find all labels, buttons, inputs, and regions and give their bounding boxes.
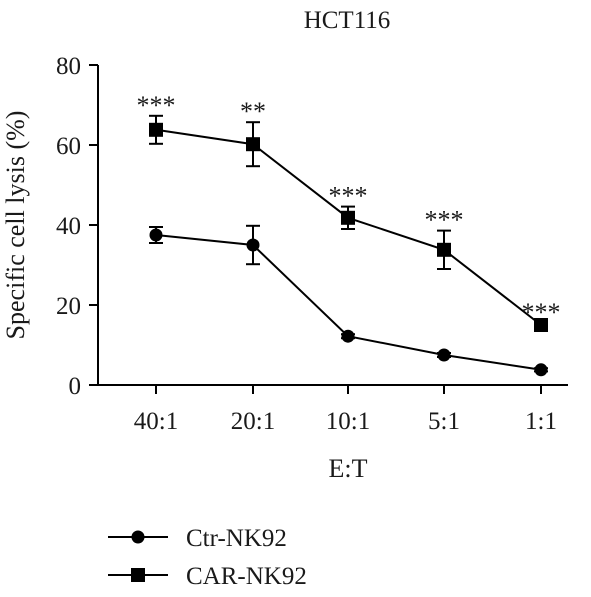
data-point-circle [534, 363, 548, 377]
data-point-square [534, 318, 548, 332]
x-tick-label: 1:1 [525, 408, 557, 435]
series-layer: *** *********** [137, 91, 561, 377]
x-tick-label: 20:1 [231, 408, 275, 435]
legend-item: CAR-NK92 [108, 563, 307, 590]
data-point-circle [149, 228, 163, 242]
x-axis: 40:1 20:1 10:1 5:1 1:1 [98, 384, 568, 435]
data-point-circle [437, 348, 451, 362]
legend-item: Ctr-NK92 [108, 525, 287, 552]
x-tick-label: 10:1 [326, 408, 370, 435]
y-axis-label: Specific cell lysis (%) [1, 111, 30, 340]
y-axis: 0 20 40 60 80 [56, 53, 99, 400]
significance-label: *** [425, 206, 464, 235]
data-point-square [437, 242, 451, 257]
significance-label: *** [329, 182, 368, 211]
x-axis-label: E:T [329, 454, 368, 483]
data-point-square [149, 122, 163, 137]
y-tick-label: 20 [56, 293, 81, 320]
x-tick-label: 5:1 [428, 408, 460, 435]
y-tick-label: 80 [56, 53, 81, 80]
y-tick-label: 0 [69, 373, 82, 400]
legend-marker-square [131, 568, 145, 582]
chart-title: HCT116 [304, 7, 391, 34]
series-car-nk92: *** *********** [137, 91, 561, 332]
significance-label: ** [240, 97, 266, 126]
y-tick-label: 60 [56, 133, 81, 160]
data-point-circle [246, 238, 260, 252]
legend-label: CAR-NK92 [186, 563, 307, 590]
legend: Ctr-NK92 CAR-NK92 [108, 525, 307, 590]
legend-label: Ctr-NK92 [186, 525, 287, 552]
data-point-square [341, 210, 355, 225]
data-point-square [246, 137, 260, 152]
x-tick-label: 40:1 [134, 408, 178, 435]
legend-marker-circle [131, 530, 145, 544]
significance-label: *** [522, 298, 561, 327]
series-line [155, 234, 542, 371]
series-ctr-nk92 [149, 224, 548, 377]
data-point-circle [341, 329, 355, 343]
significance-label: *** [137, 91, 176, 120]
y-tick-label: 40 [56, 213, 81, 240]
